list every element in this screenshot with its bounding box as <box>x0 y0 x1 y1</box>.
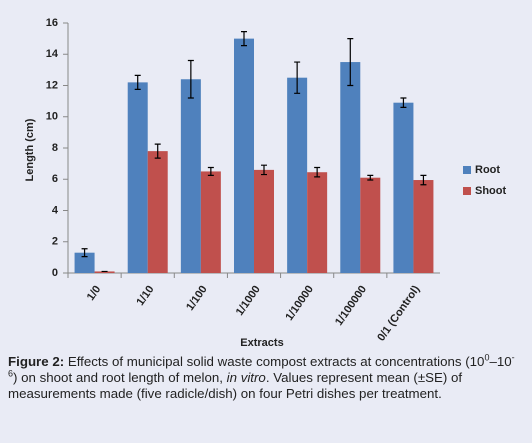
error-bar <box>241 30 247 47</box>
error-bar <box>400 97 407 108</box>
y-tick-label: 8 <box>52 142 58 154</box>
bar <box>74 252 95 273</box>
error-bar <box>367 174 374 181</box>
y-axis-title: Length (cm) <box>24 118 36 181</box>
bar <box>340 62 361 273</box>
y-tick-label: 16 <box>46 17 58 29</box>
error-bar <box>261 164 267 176</box>
y-tick-label: 4 <box>52 204 59 216</box>
legend-label: Root <box>475 164 500 176</box>
error-bar <box>187 59 194 99</box>
error-bar <box>207 166 214 176</box>
y-tick-label: 2 <box>52 236 58 248</box>
legend-swatch <box>463 187 471 195</box>
x-tick-label: 1/10 <box>134 284 156 308</box>
y-tick-label: 14 <box>46 48 59 60</box>
error-bar <box>314 166 321 178</box>
x-axis-title: Extracts <box>240 337 283 349</box>
error-bar <box>154 143 161 159</box>
bar <box>287 77 308 273</box>
bar <box>94 271 115 273</box>
chart: Length (cm) Extracts 0 2 4 6 8 10 12 14 16 1/0 1/1… <box>24 17 507 349</box>
x-tick-label: 1/100 <box>184 284 210 313</box>
caption-text: ) on shoot and root length of melon, <box>13 370 227 385</box>
error-bar <box>420 174 427 186</box>
x-tick-label: 1/1000 <box>234 284 263 318</box>
error-bar <box>347 38 354 87</box>
caption-text: . Values represent mean (±SE) of measure… <box>8 370 463 401</box>
bar <box>307 172 328 273</box>
bar <box>127 82 148 273</box>
bar <box>254 169 274 273</box>
x-tick-label: 1/10000 <box>283 284 316 323</box>
y-tick-label: 10 <box>46 111 58 123</box>
bar <box>147 151 168 273</box>
caption: Figure 2: Effects of municipal solid was… <box>8 352 524 402</box>
x-tick-label: 0/1 (Control) <box>375 283 422 343</box>
bar <box>180 79 201 273</box>
legend-swatch <box>463 166 471 174</box>
error-bar <box>81 248 88 258</box>
superscript: 0 <box>484 352 490 363</box>
error-bar <box>294 61 301 94</box>
bar <box>234 38 254 273</box>
caption-text: Effects of municipal solid waste compost… <box>67 354 485 369</box>
x-tick-label: 1/100000 <box>333 284 369 328</box>
y-tick-label: 12 <box>46 79 58 91</box>
legend-label: Shoot <box>475 185 506 197</box>
bar <box>360 177 381 273</box>
bar <box>393 102 414 273</box>
bar <box>200 171 221 273</box>
bar <box>413 180 434 273</box>
y-tick-label: 0 <box>52 267 58 279</box>
y-tick-label: 6 <box>52 173 58 185</box>
x-tick-label: 1/0 <box>85 284 104 303</box>
superscript: -6 <box>8 352 515 379</box>
caption-italic: in vitro <box>226 370 266 385</box>
caption-text: –10 <box>489 354 512 369</box>
caption-label: Figure 2: <box>8 354 65 369</box>
error-bar <box>134 74 141 91</box>
